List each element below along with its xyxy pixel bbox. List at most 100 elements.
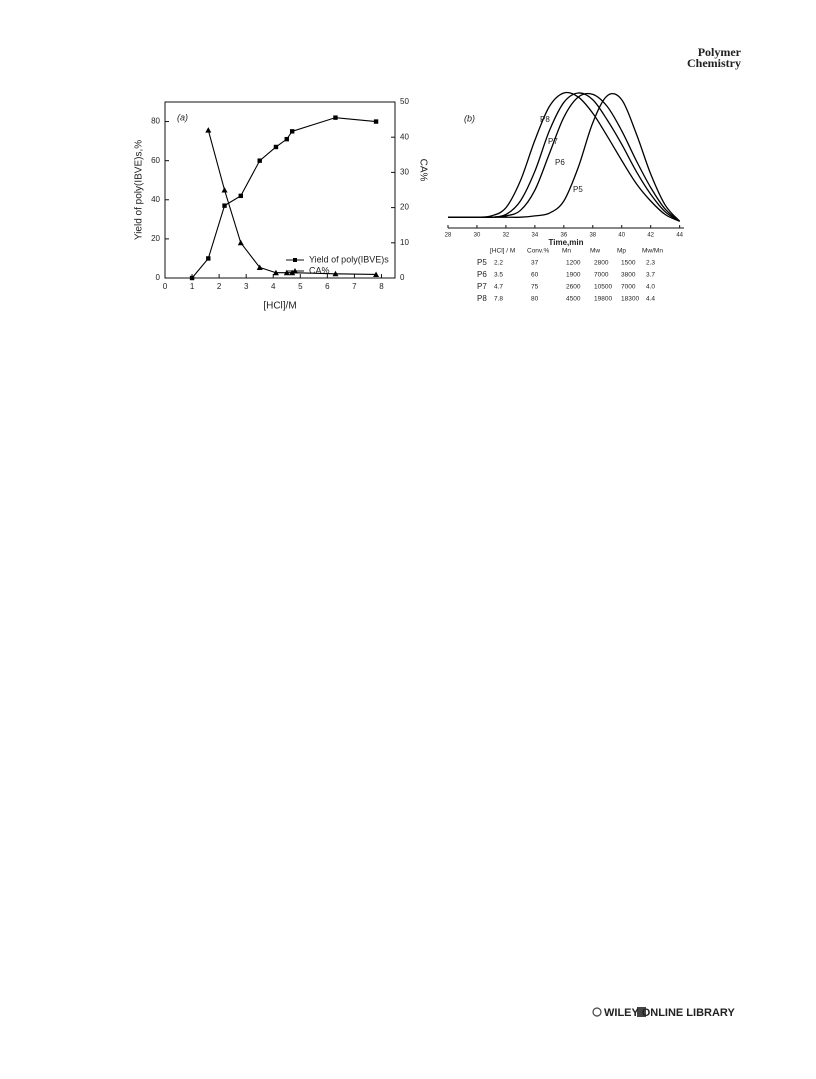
- point: [222, 203, 227, 208]
- panel-label: (b): [464, 113, 475, 123]
- x-tick-label: 28: [445, 233, 452, 239]
- point: [333, 115, 338, 120]
- x-tick-label: 2: [217, 282, 222, 291]
- table-cell: 2800: [594, 260, 609, 267]
- y-tick-label: 80: [151, 117, 160, 126]
- y-tick-label: 60: [151, 156, 160, 165]
- y-tick-label: 0: [156, 273, 161, 282]
- table-cell: 2600: [566, 284, 581, 291]
- point: [205, 127, 212, 133]
- table-cell: 7.8: [494, 296, 503, 303]
- journal-title: Polymer: [698, 45, 742, 59]
- point: [206, 256, 211, 261]
- table-cell: 3.7: [646, 272, 655, 279]
- table-cell: 37: [531, 260, 539, 267]
- x-tick-label: 1: [190, 282, 195, 291]
- x-tick-label: 7: [352, 282, 357, 291]
- curve-label: P7: [548, 137, 558, 146]
- table-cell: 4.4: [646, 296, 655, 303]
- x-axis-label: [HCl]/M: [263, 301, 296, 312]
- legend-label: Yield of poly(IBVE)s: [309, 254, 389, 264]
- x-tick-label: 44: [676, 233, 683, 239]
- table-cell: 60: [531, 272, 539, 279]
- plot-frame: [164, 101, 396, 279]
- point: [238, 193, 243, 199]
- point: [273, 144, 279, 150]
- table-header: Conv.%: [527, 248, 549, 255]
- point: [283, 269, 290, 276]
- x-tick-label: 36: [560, 233, 567, 239]
- legend-marker: [292, 268, 298, 274]
- point: [256, 264, 263, 270]
- x-axis-label: Time,min: [549, 238, 584, 247]
- table-cell: 7000: [594, 272, 609, 279]
- legend-marker: [293, 258, 297, 262]
- y-axis-label: Yield of poly(IBVE)s,%: [134, 140, 145, 240]
- point: [289, 269, 296, 276]
- x-tick-label: 32: [503, 233, 510, 239]
- table-cell: 1200: [566, 260, 581, 267]
- x-tick-label: 0: [163, 282, 168, 291]
- table-cell: 2.3: [646, 260, 655, 267]
- journal-title: Chemistry: [687, 56, 741, 70]
- y2-tick-label: 40: [400, 132, 409, 141]
- table-cell: 10500: [594, 284, 612, 291]
- table-header: Mw/Mn: [642, 248, 663, 255]
- footer-logo: [592, 1007, 646, 1017]
- table-cell: 80: [531, 296, 539, 303]
- table-cell: 19800: [594, 296, 612, 303]
- table-header: Mp: [617, 248, 626, 255]
- table-header: Mn: [562, 248, 571, 255]
- table-cell: 4.0: [646, 284, 655, 291]
- curve-label: P6: [555, 158, 565, 167]
- x-tick-label: 42: [647, 233, 654, 239]
- point: [284, 136, 289, 142]
- table-header: [HCl] / M: [490, 248, 515, 255]
- point: [189, 275, 195, 281]
- x-tick-label: 5: [298, 282, 303, 291]
- x-tick-label: 38: [589, 233, 596, 239]
- table-header: Mw: [590, 248, 600, 255]
- point: [257, 158, 262, 163]
- table-row-label: P6: [477, 270, 487, 279]
- table-cell: 1900: [566, 272, 581, 279]
- table-row-label: P5: [477, 258, 487, 267]
- point: [332, 270, 339, 277]
- table-cell: 1500: [621, 260, 636, 267]
- y-tick-label: 40: [151, 195, 160, 204]
- x-tick-label: 34: [532, 233, 539, 239]
- point: [289, 129, 295, 134]
- footer-text: WILEY ONLINE LIBRARY: [604, 1007, 735, 1019]
- table-cell: 7000: [621, 284, 636, 291]
- legend-label: CA%: [309, 265, 330, 275]
- series-line: [191, 117, 377, 279]
- table-cell: 3800: [621, 272, 636, 279]
- x-tick-label: 6: [325, 282, 330, 291]
- curve-label: P5: [573, 185, 583, 194]
- point: [221, 187, 228, 193]
- y2-tick-label: 30: [400, 168, 409, 177]
- gpc-curve: [447, 92, 681, 222]
- y-tick-label: 20: [151, 234, 160, 243]
- curve-label: P8: [540, 115, 550, 124]
- table-cell: 4500: [566, 296, 581, 303]
- y2-axis-label: CA%: [417, 159, 428, 182]
- point: [373, 271, 380, 277]
- x-tick-label: 30: [474, 233, 481, 239]
- series-line: [207, 130, 377, 276]
- table-cell: 2.2: [494, 260, 503, 267]
- table-cell: 75: [531, 284, 539, 291]
- x-tick-label: 4: [271, 282, 276, 291]
- point: [272, 269, 279, 276]
- x-tick-label: 8: [379, 282, 384, 291]
- table-cell: 18300: [621, 296, 639, 303]
- y2-tick-label: 10: [400, 238, 409, 247]
- point: [237, 239, 244, 246]
- table-row-label: P7: [477, 282, 487, 291]
- x-tick-label: 3: [244, 282, 249, 291]
- y2-tick-label: 50: [400, 97, 409, 106]
- table-row-label: P8: [477, 294, 487, 303]
- y2-tick-label: 20: [400, 203, 409, 212]
